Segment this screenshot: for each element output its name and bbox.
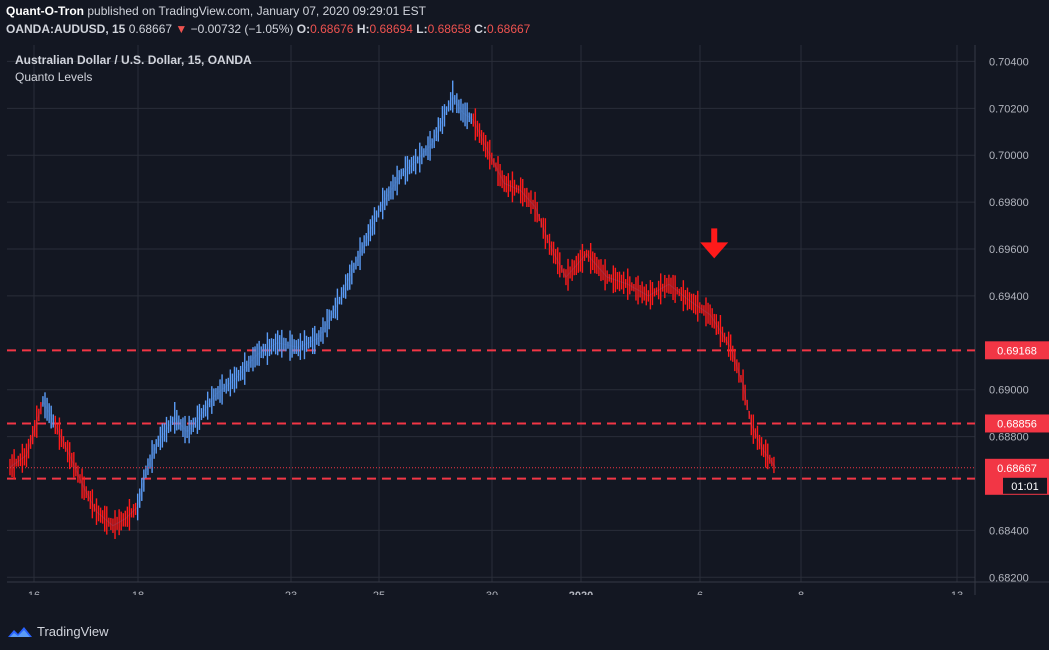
down-triangle-icon: ▼ [175, 22, 188, 36]
x-tick-label: 25 [373, 590, 385, 595]
author-name[interactable]: Quant-O-Tron [6, 4, 84, 18]
chart-area[interactable]: 0.70400 0.70200 0.70000 0.69800 0.69600 0.694… [7, 45, 1049, 602]
y-tick-label: 0.68200 [989, 572, 1029, 584]
low-value: 0.68658 [427, 22, 471, 36]
level-price-tag [985, 341, 1049, 360]
y-tick-label: 0.70200 [989, 103, 1029, 115]
close-label: C: [474, 22, 487, 36]
down-arrow-shaft [711, 228, 718, 245]
brand-name: TradingView [37, 624, 109, 639]
last-price: 0.68667 [128, 22, 173, 36]
high-label: H: [356, 22, 370, 36]
x-tick-label: 18 [132, 590, 144, 595]
countdown-bg [1003, 477, 1047, 494]
x-tick-label: 8 [798, 590, 804, 595]
indicator-name[interactable]: Quanto Levels [15, 70, 93, 84]
published-text: published on TradingView.com, January 07… [87, 4, 427, 18]
y-tick-label: 0.69800 [989, 197, 1029, 209]
x-tick-label: 13 [951, 590, 963, 595]
price-change: −0.00732 (−1.05%) [190, 22, 294, 36]
low-label: L: [416, 22, 428, 36]
x-tick-label: 2020 [569, 590, 593, 595]
y-tick-label: 0.69400 [989, 291, 1029, 303]
y-tick-label: 0.68800 [989, 432, 1029, 444]
open-label: O: [296, 22, 311, 36]
down-arrow-icon [700, 242, 729, 259]
high-value: 0.68694 [369, 22, 413, 36]
publish-info: Quant-O-Tron published on TradingView.co… [6, 4, 426, 18]
level-price-label: 0.69168 [997, 345, 1037, 357]
x-tick-label: 30 [486, 590, 498, 595]
level-price-label: 0.68856 [997, 418, 1037, 430]
y-tick-label: 0.68400 [989, 525, 1029, 537]
symbol-label: OANDA:AUDUSD, 15 [6, 22, 126, 36]
symbol-info: OANDA:AUDUSD, 15 0.68667 ▼ −0.00732 (−1.… [6, 22, 530, 36]
tradingview-brand[interactable]: TradingView [7, 624, 109, 639]
open-value: 0.68676 [310, 22, 354, 36]
level-price-tag [985, 414, 1049, 433]
chart-legend-title: Australian Dollar / U.S. Dollar, 15, OAN… [15, 53, 252, 67]
price-series-line [9, 95, 777, 527]
y-tick-label: 0.69600 [989, 244, 1029, 256]
y-tick-label: 0.70000 [989, 150, 1029, 162]
y-tick-label: 0.70400 [989, 56, 1029, 68]
y-tick-label: 0.69000 [989, 385, 1029, 397]
countdown-label: 01:01 [1011, 481, 1039, 493]
tradingview-logo-icon [8, 626, 32, 637]
x-tick-label: 6 [697, 590, 703, 595]
close-value: 0.68667 [486, 22, 531, 36]
x-tick-label: 16 [28, 590, 40, 595]
price-chart[interactable]: 0.70400 0.70200 0.70000 0.69800 0.69600 0.694… [7, 45, 1049, 602]
last-price-label: 0.68667 [997, 463, 1037, 475]
x-tick-label: 23 [285, 590, 297, 595]
